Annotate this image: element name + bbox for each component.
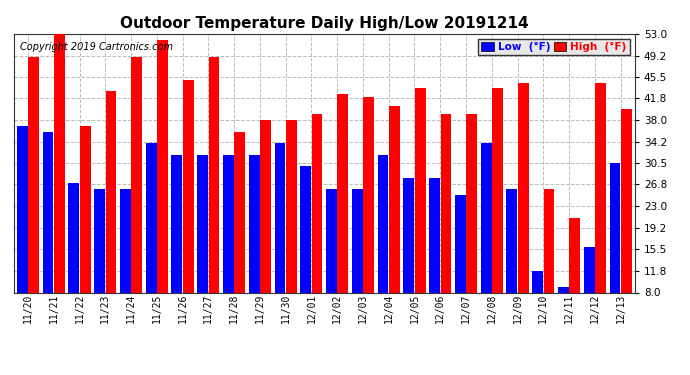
Bar (532, 271, 543, 292)
Bar (337, 94, 348, 292)
Bar (363, 97, 374, 292)
Bar (518, 82, 529, 292)
Bar (235, 132, 245, 292)
Title: Outdoor Temperature Daily High/Low 20191214: Outdoor Temperature Daily High/Low 20191… (120, 16, 529, 31)
Bar (506, 189, 518, 292)
Bar (28, 57, 39, 292)
Bar (584, 246, 595, 292)
Bar (17, 126, 28, 292)
Bar (609, 163, 620, 292)
Bar (389, 106, 400, 292)
Bar (455, 195, 466, 292)
Bar (481, 143, 491, 292)
Bar (54, 34, 65, 292)
Bar (146, 143, 157, 292)
Bar (197, 154, 208, 292)
Bar (595, 82, 606, 292)
Bar (68, 183, 79, 292)
Legend: Low  (°F), High  (°F): Low (°F), High (°F) (478, 39, 629, 55)
Bar (183, 80, 194, 292)
Bar (429, 177, 440, 292)
Bar (569, 218, 580, 292)
Bar (544, 189, 554, 292)
Bar (377, 154, 388, 292)
Bar (223, 154, 234, 292)
Bar (172, 154, 182, 292)
Bar (621, 108, 632, 292)
Bar (352, 189, 363, 292)
Bar (275, 143, 286, 292)
Bar (260, 120, 271, 292)
Bar (131, 57, 142, 292)
Bar (492, 88, 503, 292)
Bar (43, 132, 54, 292)
Text: Copyright 2019 Cartronics.com: Copyright 2019 Cartronics.com (20, 42, 173, 51)
Bar (249, 154, 259, 292)
Bar (157, 39, 168, 292)
Bar (120, 189, 131, 292)
Bar (440, 114, 451, 292)
Bar (326, 189, 337, 292)
Bar (466, 114, 477, 292)
Bar (300, 166, 311, 292)
Bar (286, 120, 297, 292)
Bar (95, 189, 105, 292)
Bar (312, 114, 322, 292)
Bar (106, 91, 117, 292)
Bar (208, 57, 219, 292)
Bar (415, 88, 426, 292)
Bar (80, 126, 90, 292)
Bar (404, 177, 414, 292)
Bar (558, 287, 569, 292)
